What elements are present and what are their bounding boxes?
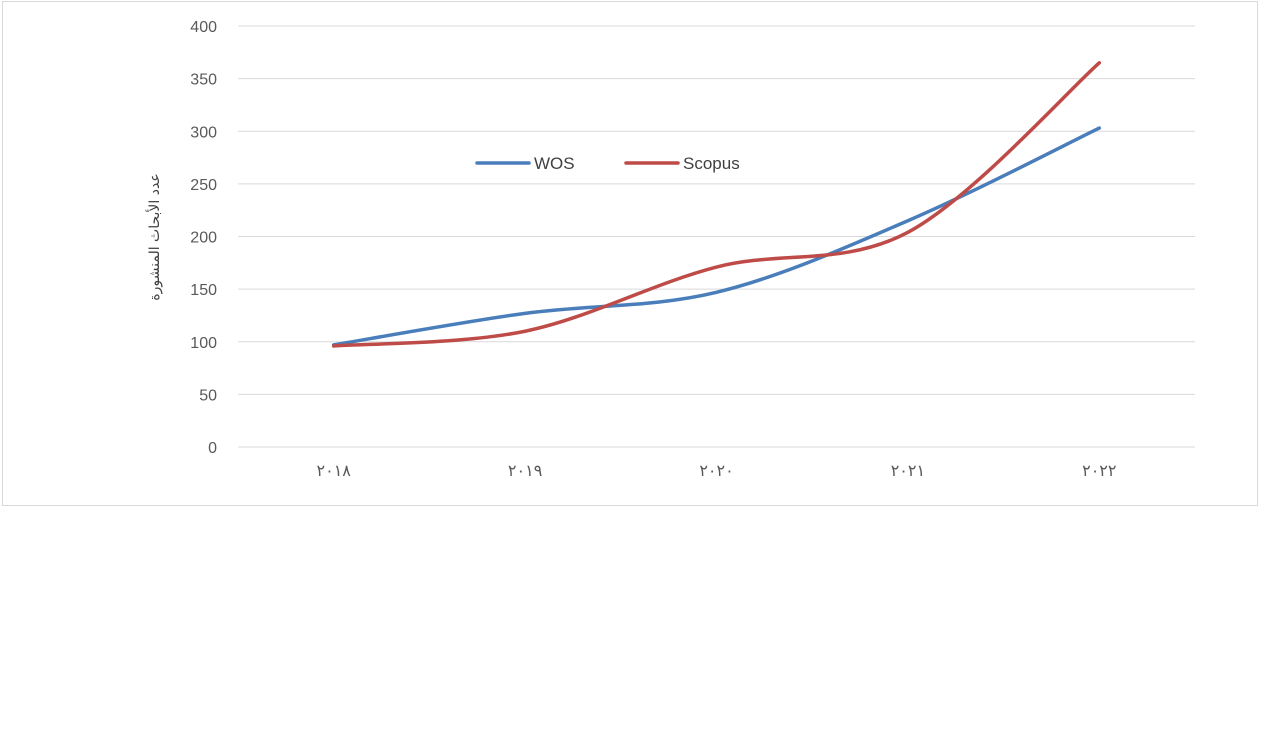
legend-item-scopus: Scopus [624, 154, 740, 173]
y-tick-label: 50 [199, 387, 217, 404]
y-tick-label: 400 [190, 19, 217, 36]
y-tick-label: 200 [190, 230, 217, 247]
y-axis-ticks: 0 50 100 150 200 250 300 350 400 [190, 19, 217, 457]
series-line-scopus [331, 61, 1102, 348]
x-tick-label: ٢٠٢١ [891, 463, 925, 480]
y-tick-label: 350 [190, 72, 217, 89]
x-axis-ticks: ٢٠١٨ ٢٠١٩ ٢٠٢٠ ٢٠٢١ ٢٠٢٢ [317, 463, 1117, 480]
y-tick-label: 100 [190, 335, 217, 352]
x-tick-label: ٢٠٢٢ [1082, 463, 1116, 480]
gridlines [238, 25, 1195, 448]
legend: WOS Scopus [475, 154, 740, 173]
series-lines [331, 61, 1102, 348]
x-tick-label: ٢٠١٩ [508, 463, 542, 480]
series-line-wos [331, 126, 1102, 347]
x-tick-label: ٢٠٢٠ [699, 463, 733, 480]
y-tick-label: 150 [190, 282, 217, 299]
chart-frame: 0 50 100 150 200 250 300 350 400 ٢٠١٨ ٢٠١٩ ٢٠٢٠ ٢٠٢… [2, 1, 1258, 506]
line-chart: 0 50 100 150 200 250 300 350 400 ٢٠١٨ ٢٠١٩ ٢٠٢٠ ٢٠٢… [145, 19, 1195, 480]
y-tick-label: 300 [190, 124, 217, 141]
legend-label: Scopus [683, 154, 740, 173]
y-axis-title: عدد الأبحاث المنشورة [145, 173, 163, 300]
y-tick-label: 250 [190, 177, 217, 194]
x-tick-label: ٢٠١٨ [317, 463, 352, 480]
legend-label: WOS [534, 154, 575, 173]
legend-item-wos: WOS [475, 154, 575, 173]
y-tick-label: 0 [208, 440, 217, 457]
